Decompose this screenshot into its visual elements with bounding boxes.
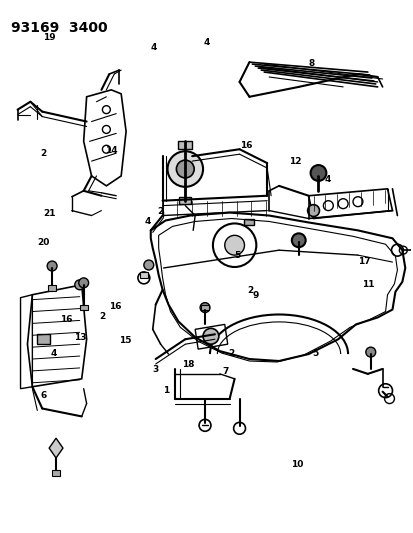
Text: 14: 14 xyxy=(104,146,117,155)
Text: 2: 2 xyxy=(228,349,234,358)
Text: 5: 5 xyxy=(311,349,318,358)
Text: 8: 8 xyxy=(307,59,313,68)
Circle shape xyxy=(75,280,85,290)
Text: 4: 4 xyxy=(144,217,151,226)
Text: 3: 3 xyxy=(152,365,159,374)
Polygon shape xyxy=(48,285,56,290)
Circle shape xyxy=(307,205,319,216)
Text: 18: 18 xyxy=(182,360,195,369)
Text: 93169  3400: 93169 3400 xyxy=(11,21,107,35)
Circle shape xyxy=(167,151,202,187)
Text: 7: 7 xyxy=(222,367,228,376)
Text: 4: 4 xyxy=(50,349,57,358)
Circle shape xyxy=(143,260,153,270)
Polygon shape xyxy=(52,470,60,476)
Polygon shape xyxy=(37,334,50,344)
Text: 16: 16 xyxy=(239,141,252,150)
Text: 16: 16 xyxy=(109,302,121,311)
Circle shape xyxy=(365,347,375,357)
Text: 11: 11 xyxy=(361,280,374,289)
Text: 17: 17 xyxy=(357,257,370,266)
Text: 12: 12 xyxy=(288,157,300,166)
Text: 2: 2 xyxy=(40,149,47,158)
Text: 4: 4 xyxy=(150,43,157,52)
Polygon shape xyxy=(80,304,88,310)
Text: 19: 19 xyxy=(43,33,56,42)
Circle shape xyxy=(202,328,218,344)
Text: 2: 2 xyxy=(246,286,252,295)
Text: 15: 15 xyxy=(119,336,131,345)
Circle shape xyxy=(310,165,325,181)
Text: 16: 16 xyxy=(60,315,72,324)
Text: 5: 5 xyxy=(234,252,240,261)
Text: 4: 4 xyxy=(203,38,210,47)
Circle shape xyxy=(176,160,194,178)
Text: 2: 2 xyxy=(157,207,163,216)
Circle shape xyxy=(224,236,244,255)
Text: 6: 6 xyxy=(40,391,47,400)
Text: 4: 4 xyxy=(323,175,330,184)
Text: 9: 9 xyxy=(252,291,259,300)
Text: 1: 1 xyxy=(163,386,169,395)
Polygon shape xyxy=(179,197,191,204)
Text: 10: 10 xyxy=(290,460,302,469)
Polygon shape xyxy=(244,219,254,225)
Polygon shape xyxy=(178,141,192,149)
Text: 13: 13 xyxy=(74,333,86,342)
Circle shape xyxy=(47,261,57,271)
Polygon shape xyxy=(49,438,63,458)
Circle shape xyxy=(291,233,305,247)
Polygon shape xyxy=(140,272,147,278)
Circle shape xyxy=(199,303,209,312)
Circle shape xyxy=(78,278,88,288)
Text: 21: 21 xyxy=(43,209,56,218)
Text: 2: 2 xyxy=(100,312,106,321)
Text: 20: 20 xyxy=(37,238,50,247)
Polygon shape xyxy=(201,304,209,310)
